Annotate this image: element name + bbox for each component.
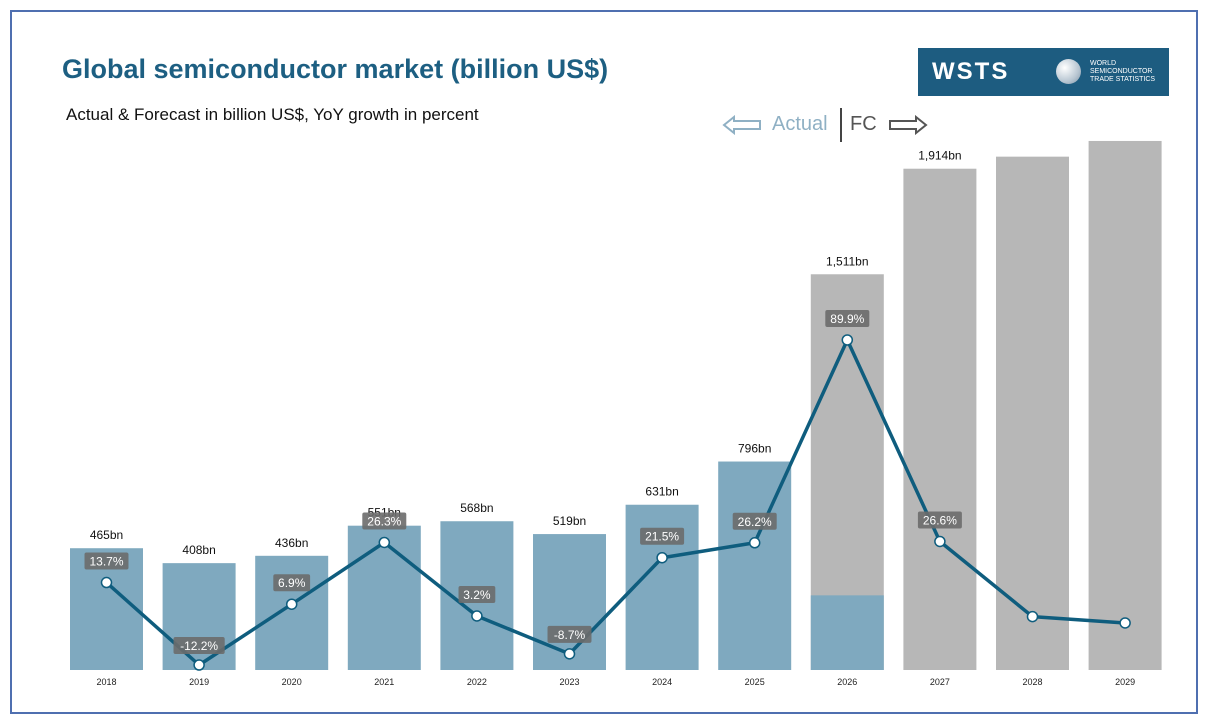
logo-name-line: SEMICONDUCTOR: [1090, 68, 1153, 75]
x-tick-label: 2026: [837, 677, 857, 687]
forecast-bar: [996, 156, 1069, 670]
growth-line: [105, 338, 1126, 667]
growth-badge: [547, 625, 592, 643]
x-tick-label: 2019: [189, 677, 209, 687]
globe-icon: [1056, 59, 1081, 84]
growth-point: [934, 535, 946, 548]
growth-badge: [825, 310, 870, 327]
x-tick-label: 2022: [467, 677, 487, 687]
growth-badge: [84, 552, 129, 570]
growth-badge: [732, 512, 777, 530]
bar-value-label: 436bn: [275, 536, 308, 550]
growth-point: [656, 551, 668, 564]
growth-point: [563, 648, 576, 660]
x-tick-label: 2024: [652, 677, 672, 687]
logo-name-line: WORLD: [1090, 60, 1117, 67]
forecast-bar: [1088, 140, 1162, 670]
actual-label: Actual: [772, 113, 828, 135]
x-tick-label: 2023: [559, 677, 579, 687]
arrow-left-icon: [722, 115, 761, 135]
growth-badge: [917, 511, 962, 529]
chart-subtitle: Actual & Forecast in billion US$, YoY gr…: [66, 105, 479, 124]
growth-value-label: 13.7%: [89, 555, 123, 569]
actual-bar: [347, 525, 421, 670]
actual-bar: [255, 555, 329, 670]
growth-value-label: 21.5%: [645, 530, 679, 544]
bar-value-label: 1,511bn: [826, 254, 869, 268]
growth-badge: [173, 637, 225, 654]
growth-point: [471, 610, 483, 622]
x-tick-label: 2018: [96, 677, 116, 687]
actual-portion-bar: [810, 595, 884, 670]
bar-value-label: 408bn: [182, 543, 215, 557]
x-tick-label: 2020: [282, 677, 302, 687]
growth-value-label: 26.3%: [367, 514, 401, 528]
logo-name: WORLD SEMICONDUCTOR TRADE STATISTICS: [1090, 60, 1166, 84]
growth-point: [1119, 617, 1131, 629]
bar-value-label: 465bn: [90, 528, 123, 542]
growth-point: [841, 334, 854, 346]
growth-badge: [640, 527, 685, 545]
actual-forecast-divider: [840, 108, 842, 142]
growth-value-label: 89.9%: [830, 312, 864, 326]
bar-value-label: 796bn: [738, 442, 771, 456]
growth-point: [285, 598, 298, 610]
actual-bar: [718, 461, 792, 670]
growth-badge: [362, 512, 407, 530]
growth-point: [748, 537, 761, 549]
growth-badge: [458, 585, 496, 603]
growth-point: [1026, 610, 1039, 623]
bar-value-label: 631bn: [645, 485, 678, 499]
growth-badge: [273, 574, 311, 592]
bar-value-label: 1,914bn: [918, 149, 961, 163]
growth-value-label: -12.2%: [180, 639, 218, 653]
growth-value-label: 26.6%: [923, 513, 957, 527]
growth-value-label: 26.2%: [738, 515, 772, 529]
x-tick-label: 2021: [374, 677, 394, 687]
x-tick-label: 2027: [930, 677, 950, 687]
actual-bar: [533, 534, 606, 670]
arrow-right-icon: [889, 115, 928, 135]
logo-wordmark: WSTS: [932, 58, 1010, 85]
growth-value-label: -8.7%: [554, 628, 586, 642]
logo-name-line: TRADE STATISTICS: [1090, 76, 1156, 83]
growth-value-label: 3.2%: [463, 588, 491, 602]
growth-point: [193, 659, 205, 671]
forecast-label: FC: [850, 113, 877, 135]
chart-title: Global semiconductor market (billion US$…: [62, 54, 609, 84]
x-tick-label: 2025: [745, 677, 765, 687]
growth-point: [378, 536, 391, 549]
bar-value-label: 519bn: [553, 514, 586, 528]
growth-point: [100, 576, 113, 589]
growth-value-label: 6.9%: [278, 576, 306, 590]
forecast-bar: [903, 168, 977, 670]
wsts-logo: WSTS WORLD SEMICONDUCTOR TRADE STATISTIC…: [918, 48, 1169, 96]
bar-value-label: 568bn: [460, 501, 493, 515]
x-tick-label: 2029: [1115, 677, 1135, 687]
x-tick-label: 2028: [1022, 677, 1042, 687]
